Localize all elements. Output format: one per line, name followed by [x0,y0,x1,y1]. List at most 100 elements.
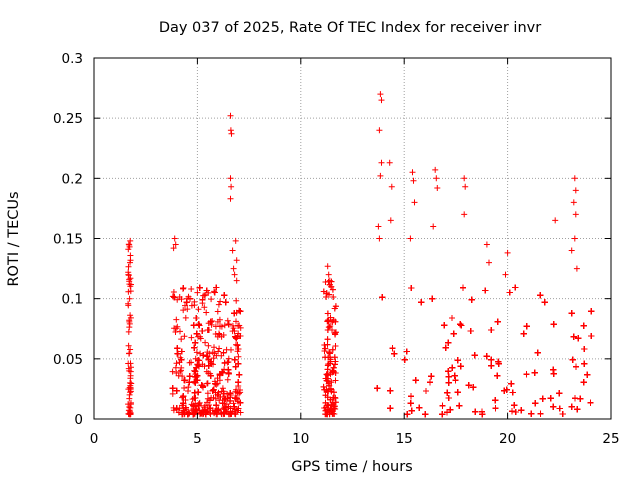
data-point [203,309,210,316]
data-point [227,195,234,202]
data-point [126,276,133,283]
data-point [208,296,215,303]
data-point [201,292,208,299]
data-point [126,367,133,374]
data-point [195,389,202,396]
data-point [181,385,188,391]
grid-lines [94,58,611,419]
data-point [177,328,183,335]
data-point [330,294,337,300]
data-point [195,357,202,364]
data-point [220,388,227,395]
data-point [182,397,189,403]
data-point [221,322,228,329]
data-point [194,289,201,296]
data-point [330,403,337,410]
data-point [186,373,193,380]
data-point [169,293,176,300]
data-point [195,321,202,328]
data-point [180,307,187,314]
data-point [222,299,229,306]
data-point [321,348,328,354]
data-point [202,339,209,346]
data-point [127,388,134,395]
data-point [213,284,220,291]
data-point [329,319,336,325]
data-point [332,361,338,368]
data-point [197,350,204,357]
data-point [125,342,132,349]
data-point [214,375,221,382]
data-point [186,379,193,386]
data-point [324,263,331,270]
data-point [225,403,232,410]
data-points [125,91,595,418]
data-point [327,386,334,393]
data-point [180,400,187,407]
data-point [322,354,329,361]
data-point [125,271,132,278]
data-point [193,364,200,371]
data-point [215,348,222,355]
data-point [324,336,331,343]
data-point [174,296,181,303]
data-point [171,325,178,332]
data-point [332,329,339,336]
data-point [236,371,243,378]
data-point [326,350,333,357]
data-point [236,390,242,397]
data-point [332,343,339,349]
data-point [188,334,195,341]
data-point [126,320,133,327]
data-point [179,373,186,380]
data-point [217,393,224,400]
data-point [180,393,187,400]
data-point [190,402,197,409]
data-point [325,324,332,331]
data-point [182,302,188,309]
data-point [233,335,240,342]
data-point [209,318,216,324]
data-point [331,389,337,396]
data-point [175,350,181,357]
data-point [126,243,133,250]
chart-title: Day 037 of 2025, Rate Of TEC Index for r… [159,20,541,36]
data-point [181,377,188,384]
data-point [225,370,232,377]
data-point [169,368,176,375]
data-point [219,369,226,376]
data-point [217,323,223,330]
data-point [192,339,199,346]
data-point [325,317,332,323]
data-point [231,403,238,410]
data-point [128,399,134,406]
data-point [190,411,197,418]
data-point [171,235,178,242]
data-point [232,363,239,370]
data-point [324,310,331,317]
data-point [184,306,191,313]
data-point [326,291,332,298]
data-point [322,392,329,399]
data-point [204,353,211,360]
data-point [231,310,238,317]
data-point [214,308,221,315]
data-point [178,367,184,374]
data-point [126,295,133,302]
data-point [324,409,331,416]
data-point [325,271,332,278]
data-point [231,271,238,278]
data-point [214,318,221,325]
data-point [191,344,198,351]
data-point [192,406,199,413]
data-point [185,388,191,394]
data-point [227,390,234,397]
data-point [170,245,177,252]
data-point [192,373,199,380]
data-point [332,394,338,401]
data-point [225,321,232,328]
data-point [210,386,217,393]
data-point [229,247,236,254]
data-point [207,318,214,325]
data-point [216,371,223,378]
